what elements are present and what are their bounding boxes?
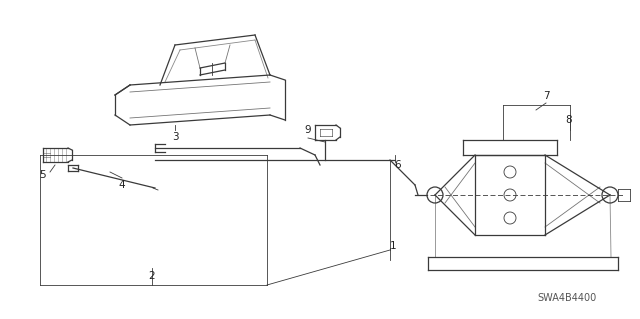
Text: 8: 8 [566, 115, 572, 125]
Text: 5: 5 [40, 170, 46, 180]
Text: SWA4B4400: SWA4B4400 [538, 293, 596, 303]
Text: 1: 1 [390, 241, 396, 251]
Text: 9: 9 [305, 125, 311, 135]
Text: 7: 7 [543, 91, 549, 101]
Text: 4: 4 [118, 180, 125, 190]
Text: 3: 3 [172, 132, 179, 142]
Text: 2: 2 [148, 271, 156, 281]
Text: 6: 6 [395, 160, 401, 170]
